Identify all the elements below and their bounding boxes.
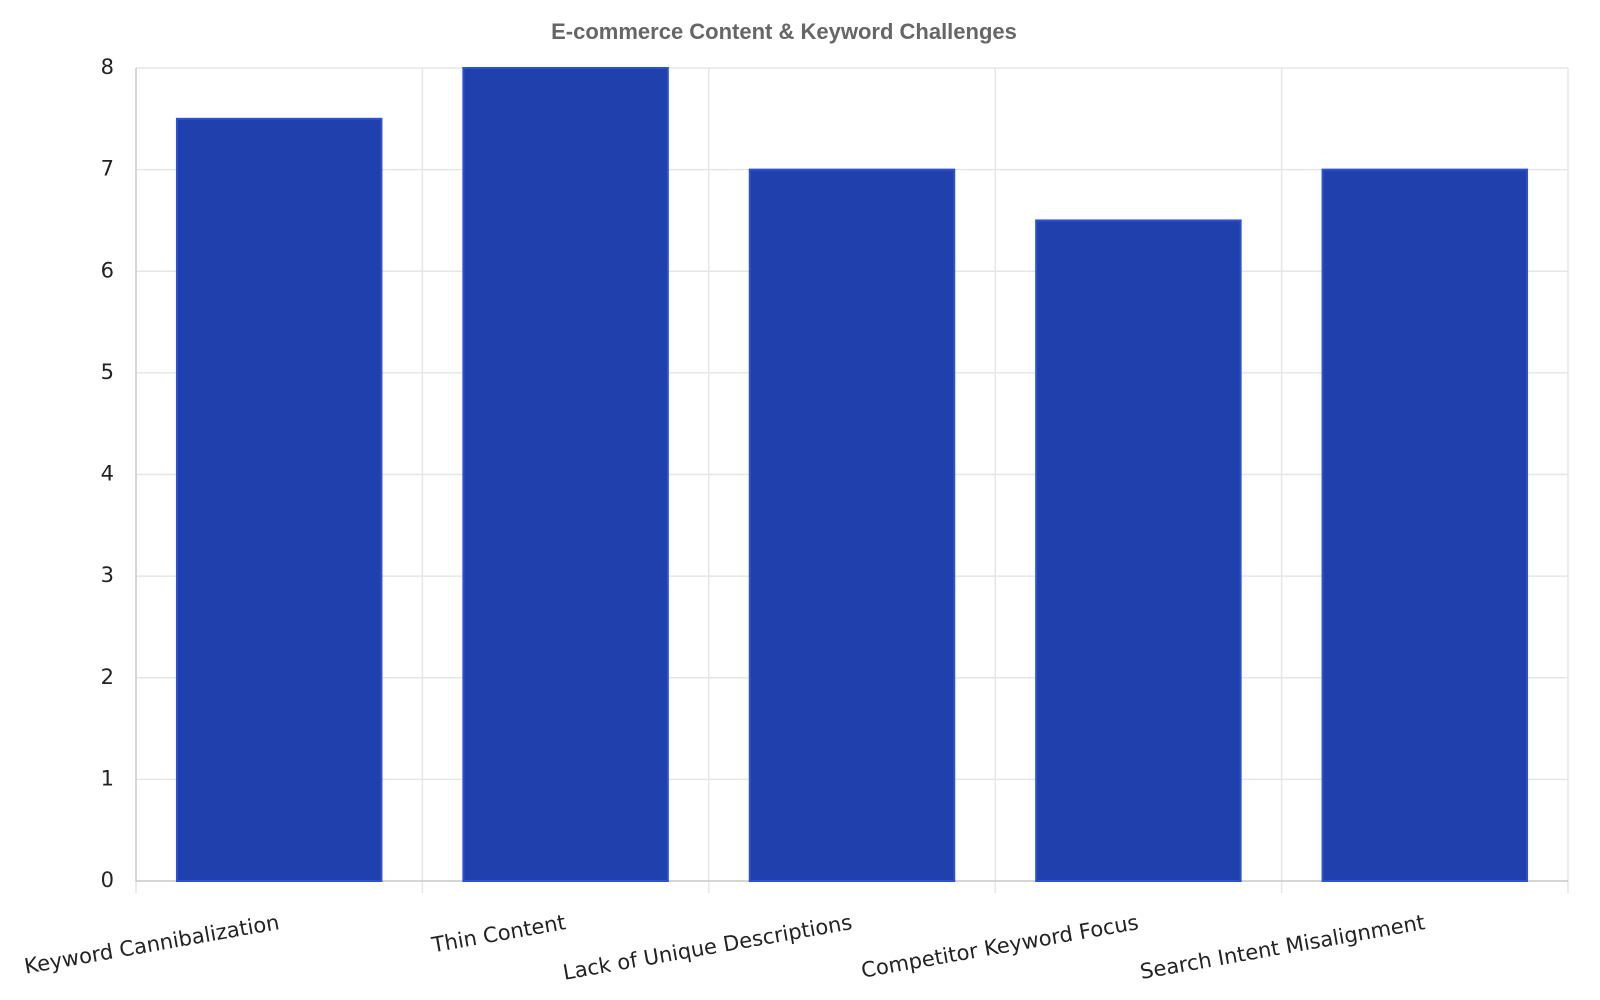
bar: [175, 117, 383, 882]
y-tick-label: 4: [101, 462, 114, 486]
y-tick-label: 0: [101, 868, 114, 892]
y-tick-label: 2: [101, 665, 114, 689]
x-tick-label: Thin Content: [429, 910, 568, 957]
y-tick-label: 1: [101, 766, 114, 790]
bar: [748, 168, 956, 882]
x-tick-label: Search Intent Misalignment: [1138, 910, 1426, 984]
y-tick-label: 6: [101, 258, 114, 282]
x-tick-label: Lack of Unique Descriptions: [561, 910, 854, 985]
x-tick-label: Competitor Keyword Focus: [859, 910, 1140, 982]
chart-title: E-commerce Content & Keyword Challenges: [551, 19, 1017, 44]
y-tick-label: 8: [101, 55, 114, 79]
y-tick-label: 5: [101, 360, 114, 384]
bar: [1035, 219, 1242, 882]
y-tick-label: 7: [101, 157, 114, 181]
y-tick-label: 3: [101, 563, 114, 587]
x-tick-label: Keyword Cannibalization: [23, 910, 282, 978]
bar: [462, 67, 669, 882]
bar: [1321, 168, 1529, 882]
